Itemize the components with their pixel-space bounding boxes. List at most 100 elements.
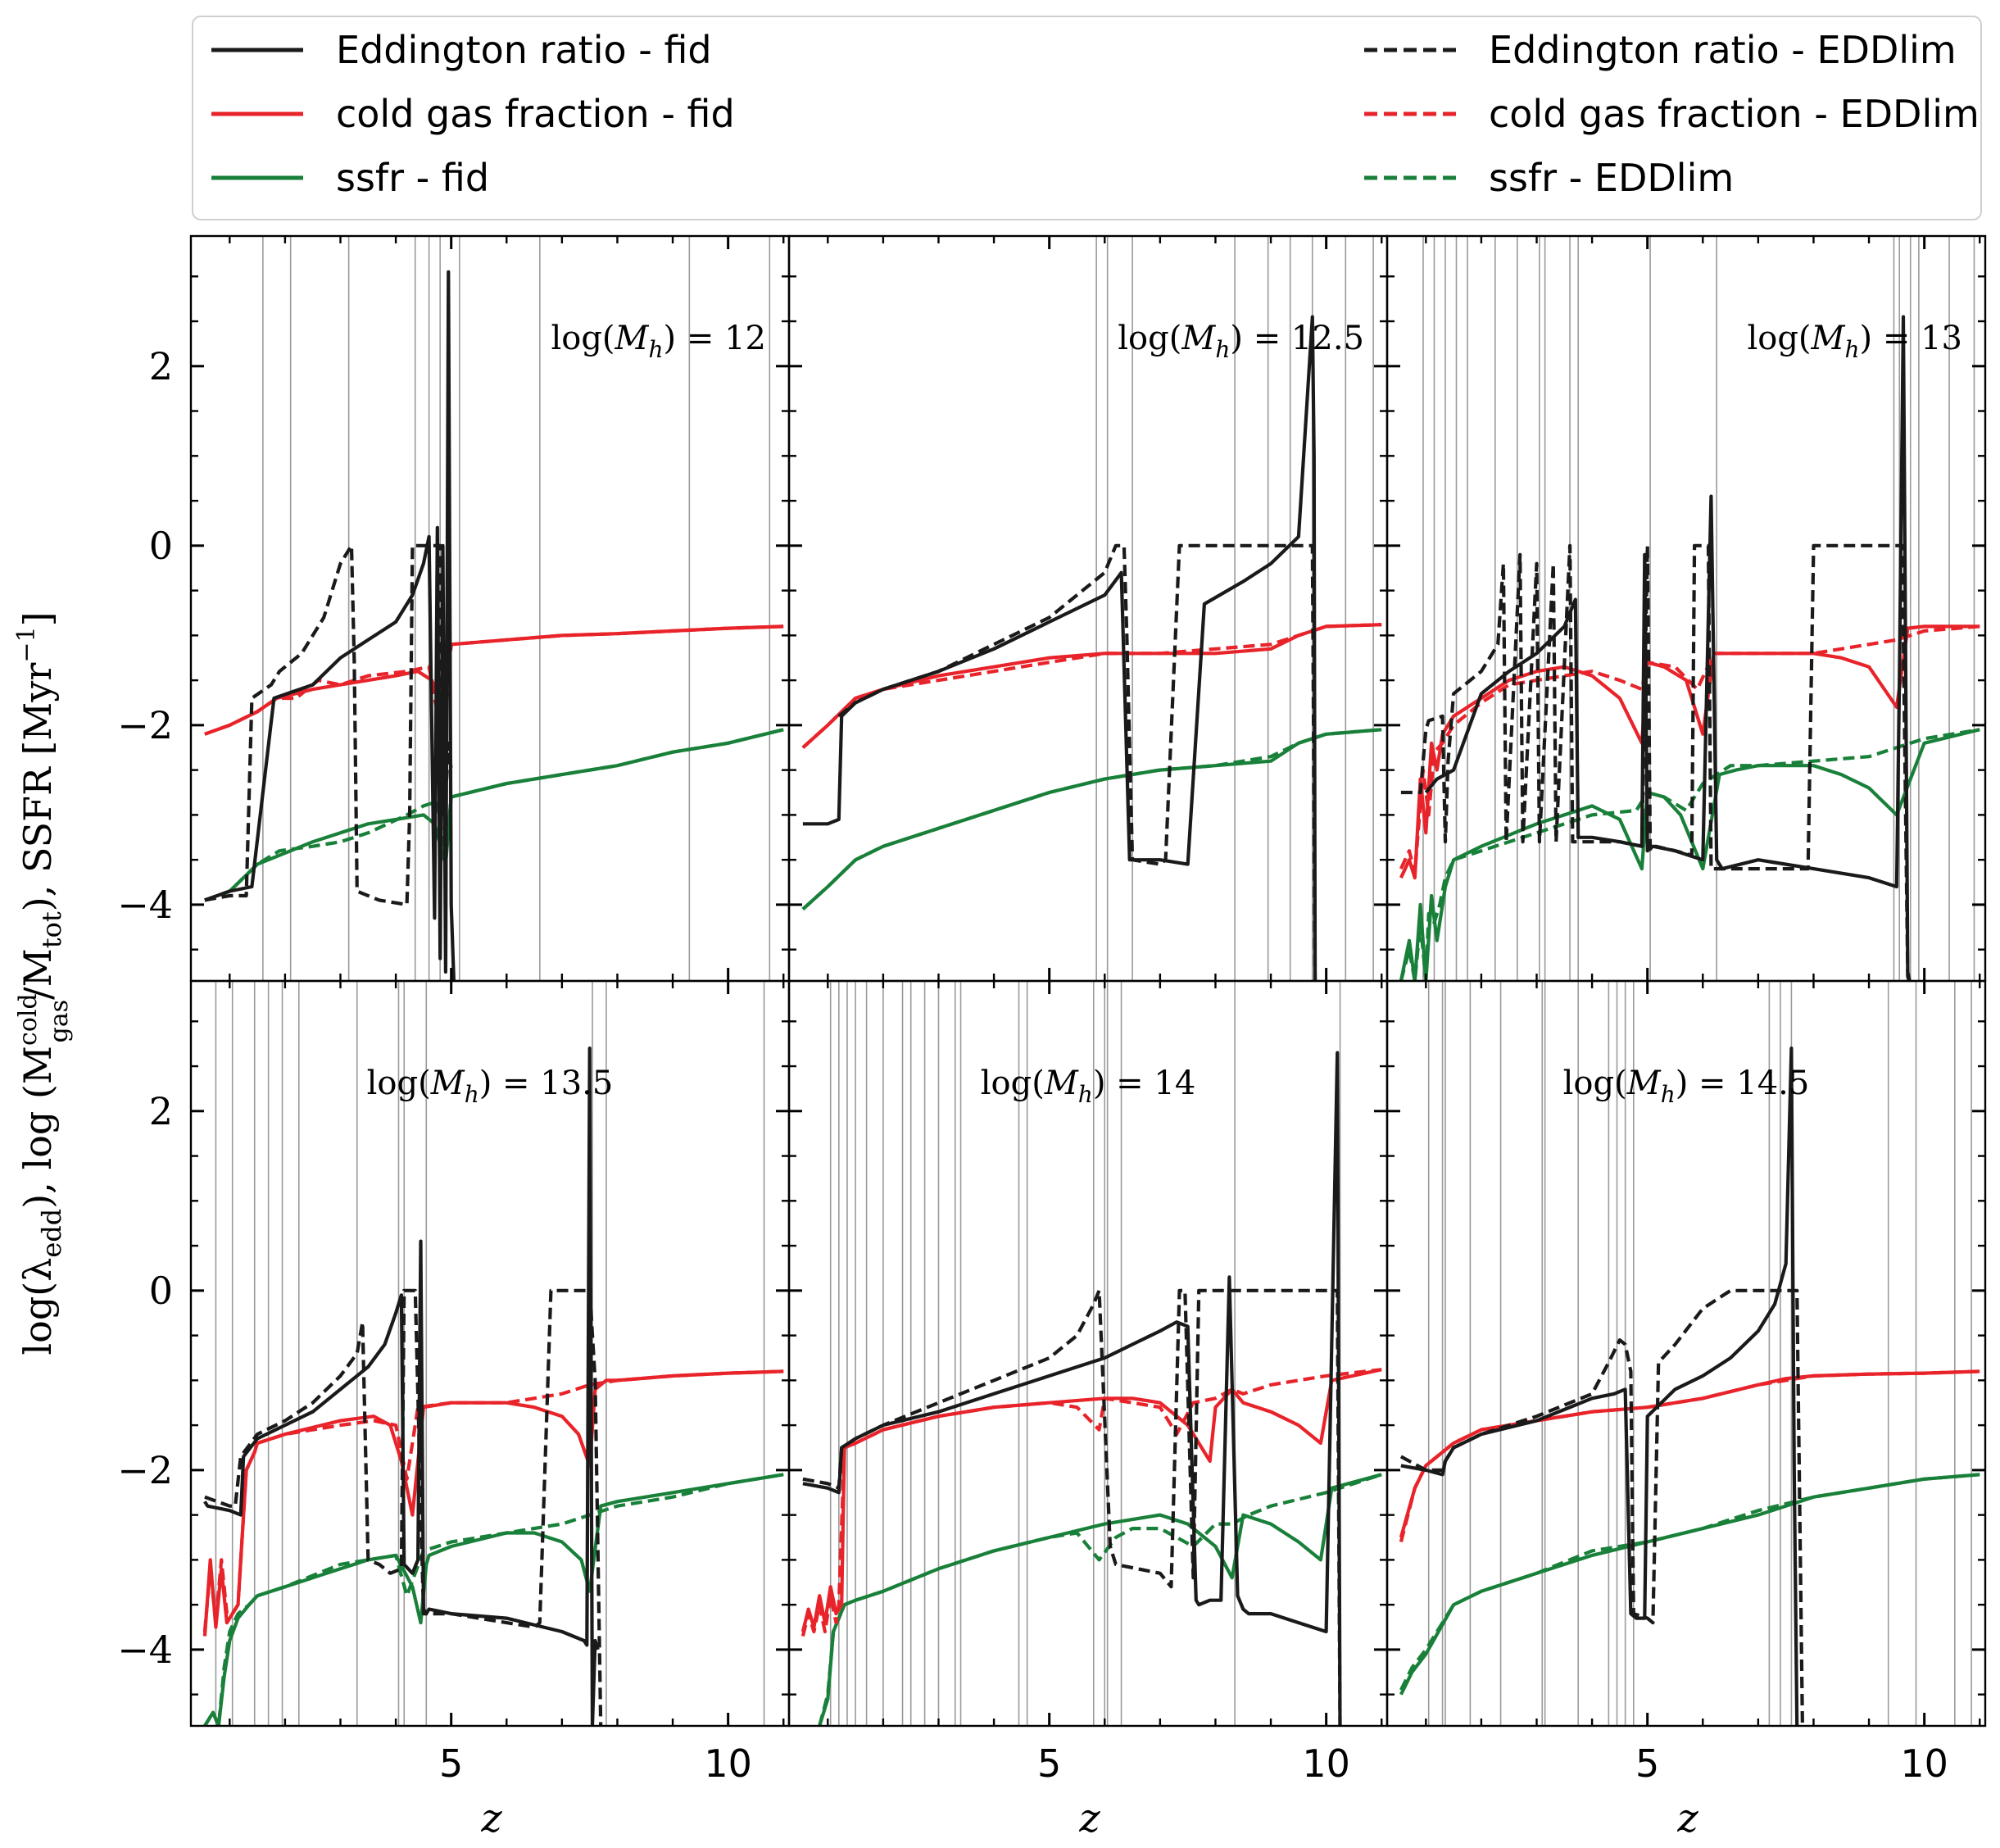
panel-label-var: M <box>1626 1065 1662 1102</box>
legend-label: Eddington ratio - EDDlim <box>1489 28 1957 72</box>
legend-entry: Eddington ratio - EDDlim <box>1364 28 1957 72</box>
y-tick-label: −2 <box>117 703 173 747</box>
series-line <box>204 624 784 745</box>
series-line <box>802 1288 1342 1726</box>
x-tick-label: 5 <box>1037 1741 1061 1786</box>
x-tick-label: 10 <box>1302 1741 1350 1786</box>
series-line <box>204 728 784 902</box>
panel-label: log(Mh) = 13 <box>1747 320 1962 363</box>
legend-entry: cold gas fraction - fid <box>211 92 735 136</box>
series-line <box>801 623 1382 749</box>
y-tick-label: −2 <box>117 1448 173 1492</box>
y-tick-label: 0 <box>149 524 173 568</box>
y-tick-label: 2 <box>149 1089 173 1133</box>
panel-label-sub: h <box>1661 1081 1676 1108</box>
panel-3: log(Mh) = 13 <box>1385 234 1987 983</box>
panel-label-post: ) = 14.5 <box>1676 1065 1810 1102</box>
series-line <box>1399 1369 1980 1543</box>
event-lines <box>829 981 1341 1726</box>
panel-label-var: M <box>1044 1065 1079 1102</box>
series-line <box>203 1473 784 1726</box>
series-line <box>818 1473 1382 1726</box>
series-line <box>1424 315 1912 981</box>
series-group <box>1399 1047 1980 1726</box>
axes-frame <box>1385 979 1987 1728</box>
panel-label-post: ) = 12.5 <box>1230 320 1364 357</box>
series-line <box>800 1368 1382 1632</box>
panel-label-sub: h <box>649 336 664 363</box>
y-tick-label: 0 <box>149 1269 173 1313</box>
series-line <box>1399 1288 1804 1726</box>
x-tick-label: 10 <box>704 1741 752 1786</box>
series-line <box>818 1473 1382 1726</box>
panel-label-post: ) = 14 <box>1093 1065 1195 1102</box>
series-line <box>202 1369 784 1632</box>
panel-label-post: ) = 13.5 <box>479 1065 614 1102</box>
series-line <box>204 1288 603 1726</box>
series-line <box>1399 1369 1980 1538</box>
legend-entry: Eddington ratio - fid <box>211 28 712 72</box>
series-line <box>1399 1473 1980 1691</box>
panel-5: 5 10 log(Mh) = 14 <box>787 979 1389 1786</box>
panel-label-post: ) = 13 <box>1860 320 1962 357</box>
legend-label: Eddington ratio - fid <box>336 28 712 72</box>
x-tick-label: 5 <box>439 1741 463 1786</box>
panel-label: log(Mh) = 12.5 <box>1118 320 1364 363</box>
panel-label-sub: h <box>465 1081 479 1108</box>
series-line <box>204 543 453 906</box>
legend-label: ssfr - fid <box>336 156 489 200</box>
x-axis-label-col1: z <box>480 1796 502 1841</box>
series-line <box>801 728 1382 910</box>
series-line <box>204 728 784 902</box>
legend-box <box>192 16 1982 220</box>
y-tick-label: −4 <box>117 1628 173 1672</box>
series-line <box>802 1051 1342 1726</box>
series-line <box>203 1473 784 1726</box>
panel-label-var: M <box>1811 320 1846 357</box>
y-tick-label: 2 <box>149 344 173 388</box>
panel-label-pre: log( <box>551 320 615 357</box>
legend-entry: ssfr - EDDlim <box>1364 156 1734 200</box>
x-tick-label: 10 <box>1900 1741 1948 1786</box>
series-line <box>202 1369 784 1637</box>
legend-label: cold gas fraction - fid <box>336 92 735 136</box>
series-line <box>1399 728 1980 981</box>
series-line <box>837 543 1317 981</box>
x-tick-label: 5 <box>1635 1741 1659 1786</box>
panel-label-sub: h <box>1845 336 1860 363</box>
panel-label: log(Mh) = 14 <box>981 1065 1196 1108</box>
panel-label: log(Mh) = 14.5 <box>1563 1065 1810 1108</box>
panel-label-var: M <box>1181 320 1216 357</box>
panel-4: −4 −2 0 2 5 10 log(Mh) = 13.5 <box>117 979 791 1786</box>
x-axis-label-col3: z <box>1676 1796 1698 1841</box>
panel-1: −4 −2 0 2 log(Mh) = 12 <box>117 234 791 983</box>
series-line <box>1400 543 1912 981</box>
panel-label-post: ) = 12 <box>664 320 766 357</box>
legend-entry: cold gas fraction - EDDlim <box>1364 92 1980 136</box>
series-group <box>801 315 1382 981</box>
y-axis-label: log(λedd), log (Mcold gas/Mtot), SSFR [My… <box>12 611 74 1355</box>
panel-label: log(Mh) = 13.5 <box>367 1065 614 1108</box>
event-lines <box>1422 236 1975 981</box>
series-line <box>802 315 1317 981</box>
series-group <box>1399 315 1980 981</box>
panel-label-sub: h <box>1215 336 1230 363</box>
panel-label-pre: log( <box>367 1065 431 1102</box>
series-line <box>800 1368 1382 1637</box>
event-lines <box>1427 981 1972 1726</box>
series-line <box>801 728 1382 910</box>
panel-6: 5 10 log(Mh) = 14.5 <box>1385 979 1987 1786</box>
series-line <box>1400 1047 1799 1726</box>
series-group <box>202 1047 784 1726</box>
series-group <box>800 1051 1382 1726</box>
series-line <box>1399 624 1980 880</box>
series-line <box>203 1047 600 1726</box>
series-line <box>1399 728 1980 981</box>
panel-label-pre: log( <box>981 1065 1045 1102</box>
series-group <box>204 270 784 981</box>
series-line <box>204 624 784 736</box>
panel-label-pre: log( <box>1747 320 1811 357</box>
panel-label-var: M <box>430 1065 465 1102</box>
panel-label-var: M <box>615 320 650 357</box>
